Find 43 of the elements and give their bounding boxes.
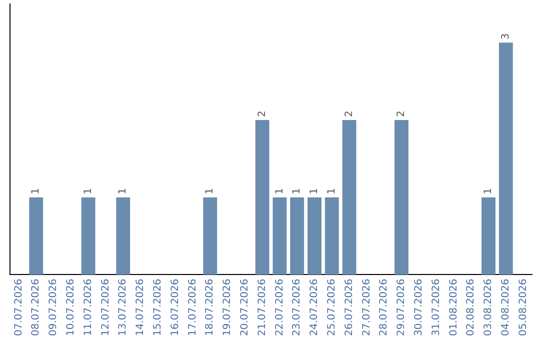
- x-tick-label: 27.07.2026: [361, 278, 372, 336]
- x-tick-label: 07.07.2026: [13, 278, 24, 336]
- x-tick-label: 21.07.2026: [256, 278, 268, 336]
- x-tick-label: 23.07.2026: [292, 278, 303, 336]
- data-label: 1: [309, 188, 320, 194]
- x-tick-label: 01.08.2026: [448, 278, 460, 336]
- x-tick-label: 18.07.2026: [204, 278, 216, 336]
- x-tick-label: 17.07.2026: [187, 278, 198, 336]
- x-tick-label: 04.08.2026: [500, 278, 512, 336]
- x-tick-label: 05.08.2026: [518, 278, 529, 336]
- data-label: 1: [82, 188, 94, 194]
- x-tick-label: 12.07.2026: [100, 278, 112, 336]
- x-tick-label: 30.07.2026: [413, 278, 424, 336]
- data-label: 1: [326, 188, 338, 194]
- x-tick-label: 26.07.2026: [344, 278, 355, 336]
- data-label: 1: [274, 188, 286, 194]
- x-tick-label: 24.07.2026: [309, 278, 320, 336]
- x-tick-label: 20.07.2026: [239, 278, 250, 336]
- x-tick-label: 31.07.2026: [430, 278, 442, 336]
- x-tick-label: 25.07.2026: [326, 278, 338, 336]
- x-tick-label: 22.07.2026: [274, 278, 286, 336]
- data-label: 3: [500, 33, 512, 40]
- x-tick-label: 13.07.2026: [118, 278, 129, 336]
- data-label: 1: [30, 188, 42, 194]
- x-tick-label: 11.07.2026: [82, 278, 94, 336]
- data-label: 1: [204, 188, 216, 194]
- x-tick-label: 03.08.2026: [483, 278, 494, 336]
- data-label: 2: [256, 110, 268, 118]
- data-label: 1: [292, 188, 303, 194]
- x-tick-label: 29.07.2026: [396, 278, 408, 336]
- data-label: 2: [396, 110, 408, 118]
- x-tick-label: 16.07.2026: [170, 278, 181, 336]
- data-label: 1: [483, 188, 494, 194]
- x-tick-label: 10.07.2026: [65, 278, 76, 336]
- x-tick-label: 14.07.2026: [135, 278, 146, 336]
- x-tick-label: 08.07.2026: [30, 278, 42, 336]
- x-tick-label: 09.07.2026: [48, 278, 60, 336]
- data-label: 2: [344, 110, 355, 118]
- x-tick-label: 15.07.2026: [152, 278, 164, 336]
- x-tick-label: 02.08.2026: [466, 278, 477, 336]
- x-tick-label: 28.07.2026: [378, 278, 390, 336]
- x-tick-label: 19.07.2026: [222, 278, 234, 336]
- data-label: 1: [118, 188, 129, 194]
